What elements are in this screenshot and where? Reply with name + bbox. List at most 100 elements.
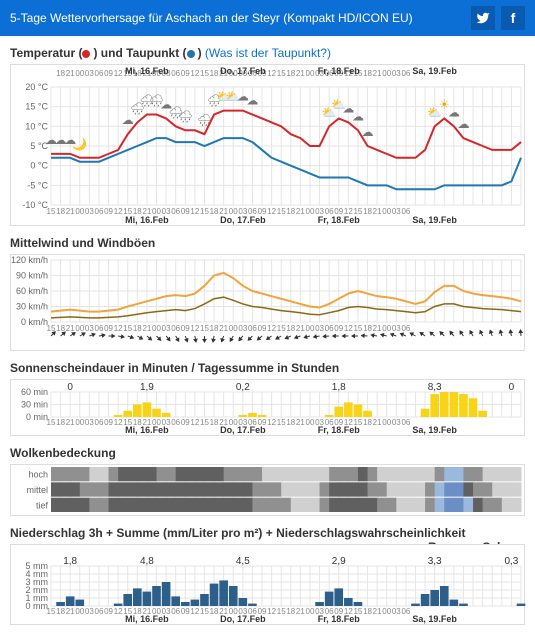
svg-text:4,8: 4,8: [140, 556, 154, 567]
svg-text:18: 18: [363, 324, 372, 333]
sun-section: Sonnenscheindauer in Minuten / Tagessumm…: [10, 361, 525, 436]
svg-text:☁: ☁: [246, 94, 258, 108]
svg-text:03: 03: [392, 607, 401, 616]
svg-text:00: 00: [306, 324, 315, 333]
svg-text:21: 21: [373, 418, 382, 427]
svg-text:-5 °C: -5 °C: [27, 180, 48, 190]
svg-text:06: 06: [95, 69, 104, 78]
svg-text:06: 06: [171, 207, 180, 216]
svg-text:21: 21: [142, 324, 151, 333]
facebook-icon[interactable]: f: [501, 6, 525, 30]
sun-title: Sonnenscheindauer in Minuten / Tagessumm…: [10, 361, 525, 375]
svg-text:Fr, 18.Feb: Fr, 18.Feb: [318, 66, 361, 76]
svg-text:15: 15: [200, 69, 209, 78]
svg-text:00: 00: [306, 207, 315, 216]
svg-text:06: 06: [401, 207, 410, 216]
svg-text:00: 00: [382, 207, 391, 216]
svg-text:15: 15: [123, 324, 132, 333]
svg-text:06: 06: [248, 324, 257, 333]
svg-text:03: 03: [85, 69, 94, 78]
svg-text:09: 09: [181, 418, 190, 427]
svg-text:21: 21: [219, 324, 228, 333]
svg-text:12: 12: [190, 207, 199, 216]
svg-text:09: 09: [181, 69, 190, 78]
svg-text:15 °C: 15 °C: [25, 102, 48, 112]
temperature-section: Temperatur () und Taupunkt () (Was ist d…: [10, 46, 525, 226]
svg-text:06: 06: [171, 607, 180, 616]
svg-text:06: 06: [95, 207, 104, 216]
svg-text:18: 18: [210, 607, 219, 616]
page-header: 5-Tage Wettervorhersage für Aschach an d…: [0, 0, 535, 36]
svg-text:12: 12: [114, 324, 123, 333]
svg-text:03: 03: [85, 207, 94, 216]
dew-dot-icon: [187, 50, 195, 58]
dewpoint-link[interactable]: (Was ist der Taupunkt?): [205, 46, 331, 60]
svg-text:21: 21: [296, 207, 305, 216]
svg-text:00: 00: [75, 69, 84, 78]
svg-text:00: 00: [75, 324, 84, 333]
svg-text:0 min: 0 min: [26, 412, 48, 422]
svg-text:Do, 17.Feb: Do, 17.Feb: [220, 215, 266, 225]
svg-text:18: 18: [210, 418, 219, 427]
svg-text:06: 06: [325, 324, 334, 333]
svg-text:03: 03: [392, 324, 401, 333]
svg-text:5 mm: 5 mm: [26, 561, 49, 571]
svg-text:06: 06: [95, 324, 104, 333]
svg-text:18: 18: [210, 324, 219, 333]
svg-text:3,3: 3,3: [428, 556, 442, 567]
svg-text:00: 00: [75, 607, 84, 616]
svg-text:0 km/h: 0 km/h: [21, 317, 48, 327]
svg-text:00: 00: [382, 324, 391, 333]
svg-text:0: 0: [67, 382, 73, 393]
svg-text:60 km/h: 60 km/h: [16, 286, 48, 296]
svg-text:03: 03: [315, 324, 324, 333]
svg-text:18: 18: [56, 418, 65, 427]
svg-text:18: 18: [133, 324, 142, 333]
wind-chart: 0 km/h30 km/h60 km/h90 km/h120 km/h15182…: [10, 254, 525, 351]
svg-text:06: 06: [95, 418, 104, 427]
svg-text:1,8: 1,8: [63, 556, 77, 567]
svg-text:18: 18: [56, 69, 65, 78]
svg-text:Mi, 16.Feb: Mi, 16.Feb: [125, 66, 169, 76]
svg-text:00: 00: [382, 607, 391, 616]
svg-text:00: 00: [306, 69, 315, 78]
svg-text:00: 00: [306, 607, 315, 616]
svg-text:Fr, 18.Feb: Fr, 18.Feb: [318, 215, 361, 225]
svg-text:03: 03: [392, 69, 401, 78]
svg-text:06: 06: [401, 324, 410, 333]
svg-text:1,8: 1,8: [332, 382, 346, 393]
svg-text:12: 12: [267, 207, 276, 216]
svg-text:🌧: 🌧: [178, 109, 193, 123]
svg-text:18: 18: [286, 607, 295, 616]
svg-text:🌙: 🌙: [72, 137, 87, 151]
precip-title: Niederschlag 3h + Summe (mm/Liter pro m²…: [10, 526, 525, 540]
svg-text:00: 00: [229, 324, 238, 333]
svg-text:21: 21: [373, 607, 382, 616]
svg-text:06: 06: [401, 69, 410, 78]
svg-text:15: 15: [47, 607, 56, 616]
svg-text:15: 15: [277, 607, 286, 616]
svg-text:8,3: 8,3: [428, 382, 442, 393]
svg-text:15: 15: [277, 324, 286, 333]
svg-text:00: 00: [75, 207, 84, 216]
svg-text:00: 00: [75, 418, 84, 427]
svg-text:21: 21: [296, 69, 305, 78]
svg-text:15: 15: [47, 418, 56, 427]
svg-text:15: 15: [277, 418, 286, 427]
svg-text:03: 03: [162, 324, 171, 333]
svg-text:90 km/h: 90 km/h: [16, 271, 48, 281]
svg-text:18: 18: [56, 207, 65, 216]
svg-text:21: 21: [66, 324, 75, 333]
svg-text:12: 12: [190, 607, 199, 616]
svg-text:20 °C: 20 °C: [25, 82, 48, 92]
svg-text:12: 12: [114, 69, 123, 78]
svg-text:12: 12: [190, 324, 199, 333]
svg-text:15: 15: [277, 69, 286, 78]
svg-text:18: 18: [363, 418, 372, 427]
svg-text:60 min: 60 min: [21, 387, 48, 397]
svg-text:hoch: hoch: [28, 470, 48, 480]
svg-text:12: 12: [190, 418, 199, 427]
svg-text:09: 09: [181, 207, 190, 216]
svg-text:Sa, 19.Feb: Sa, 19.Feb: [412, 425, 457, 435]
twitter-icon[interactable]: [471, 6, 495, 30]
